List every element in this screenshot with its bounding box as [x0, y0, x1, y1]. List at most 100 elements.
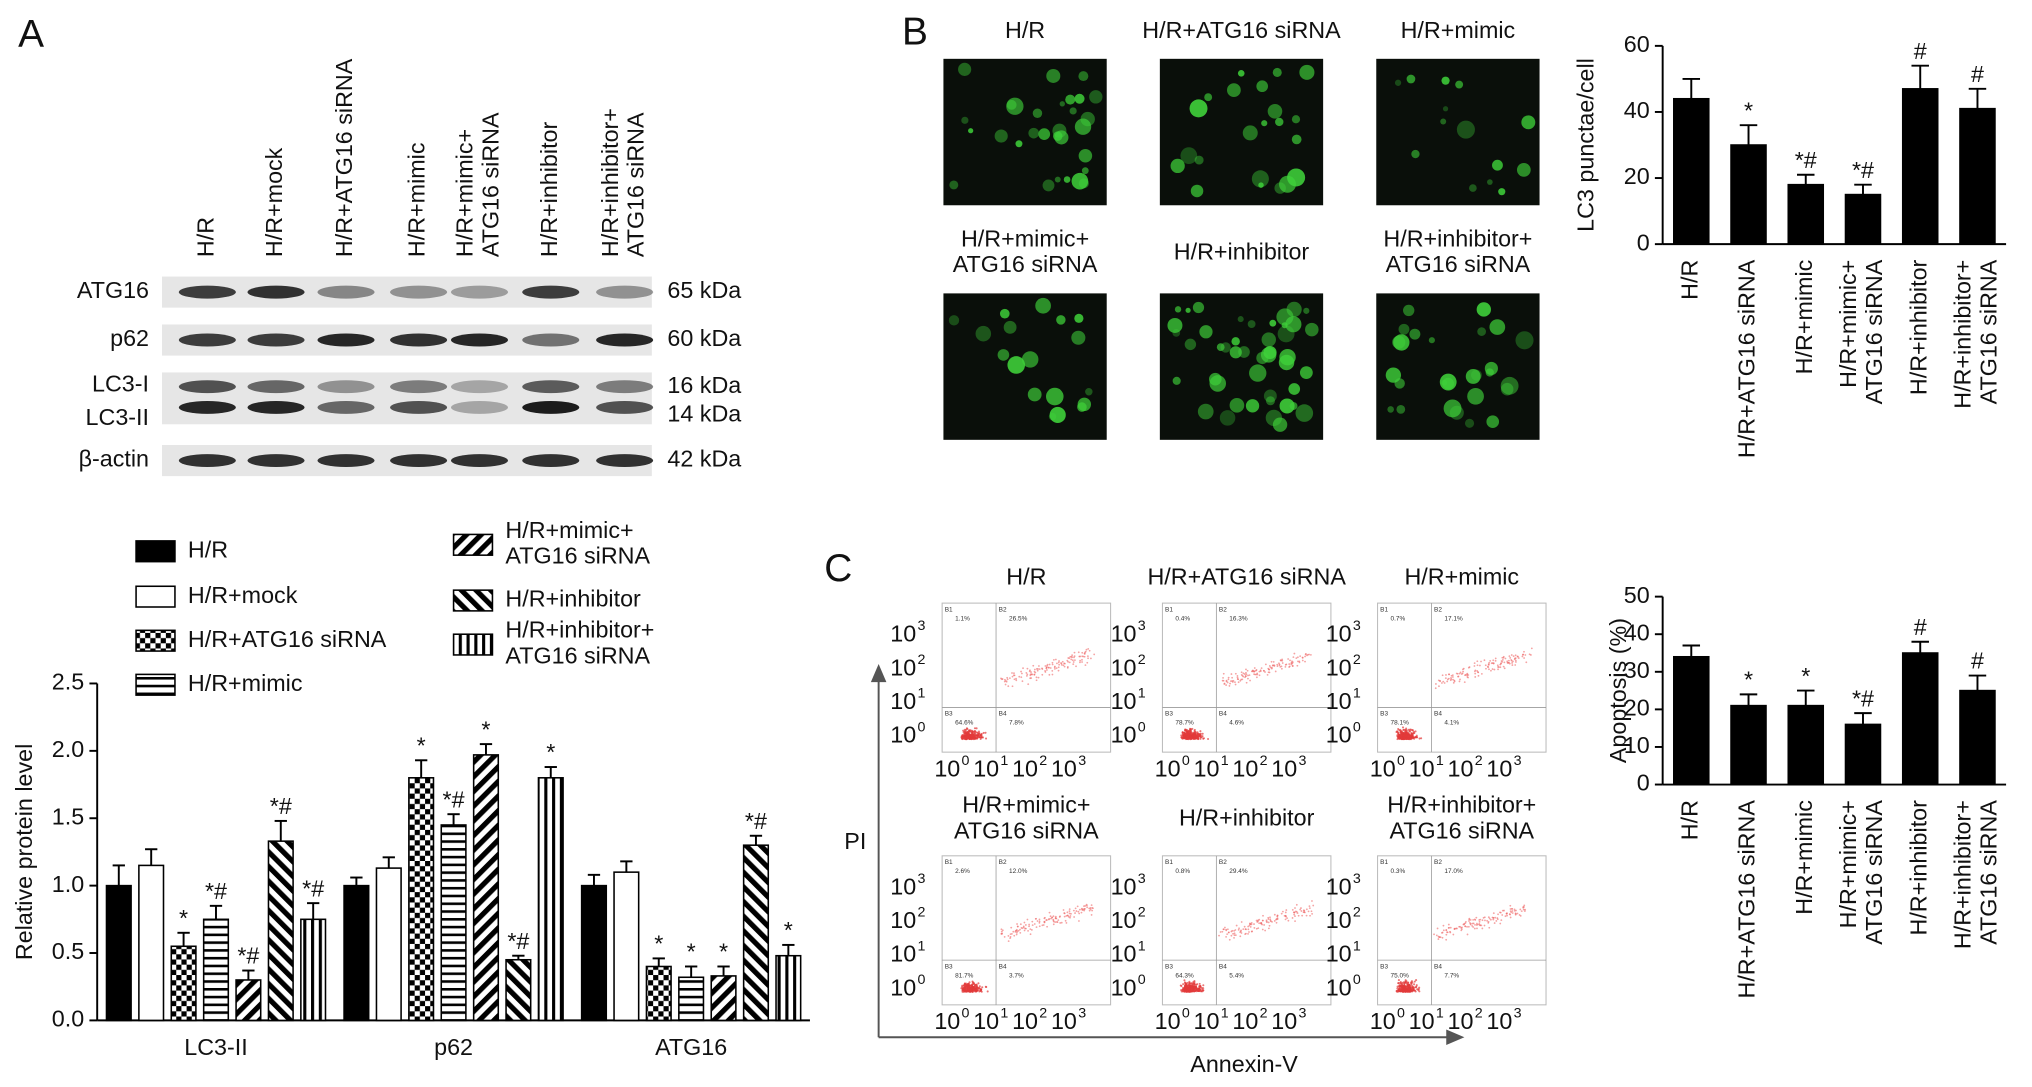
quadrant-name: B4 — [1434, 963, 1442, 970]
green-spot — [1305, 322, 1319, 337]
y-tick-label: 40 — [1624, 97, 1650, 123]
flow-event — [1441, 931, 1443, 934]
green-spot — [1275, 117, 1284, 127]
green-spot — [1184, 338, 1197, 351]
flow-event — [1230, 673, 1233, 675]
green-spot — [1428, 337, 1435, 344]
flow-event — [1511, 910, 1514, 912]
flow-event — [1180, 985, 1183, 988]
blot-band — [596, 400, 654, 414]
blot-strip — [161, 372, 652, 425]
flow-event — [1069, 655, 1072, 658]
flow-event — [1078, 655, 1081, 658]
significance: *# — [745, 808, 767, 834]
flow-event — [1046, 919, 1048, 921]
flow-event — [1051, 673, 1054, 676]
flow-event — [1488, 668, 1490, 671]
flow-event — [1041, 668, 1044, 670]
flow-event — [1413, 980, 1416, 983]
flow-event — [975, 983, 978, 986]
flow-event — [1409, 736, 1412, 739]
band-name: β-actin — [79, 446, 149, 472]
flow-event — [1309, 653, 1312, 656]
flow-event — [1243, 673, 1246, 675]
flow-event — [1183, 734, 1186, 737]
x-tick-base: 10 — [1271, 755, 1297, 781]
x-tick-base: 10 — [1409, 755, 1435, 781]
flow-event — [1038, 668, 1041, 671]
flow-event — [1435, 683, 1437, 685]
flow-event — [1058, 660, 1060, 662]
quadrant-name: B4 — [1219, 711, 1227, 718]
flow-event — [1189, 736, 1192, 739]
flow-event — [1268, 924, 1271, 927]
flow-event — [961, 734, 964, 737]
green-spot — [1247, 320, 1256, 328]
flow-event — [1234, 934, 1237, 937]
micrograph-title: H/R — [1005, 17, 1045, 43]
y-tick-base: 10 — [1111, 941, 1137, 967]
flow-event — [970, 987, 973, 990]
flow-event — [1299, 655, 1302, 658]
flow-event — [1044, 916, 1046, 919]
flow-event — [1291, 665, 1294, 667]
flow-event — [1047, 918, 1050, 921]
x-tick-base: 10 — [1012, 1008, 1038, 1034]
quadrant-value: 12.0% — [1009, 868, 1028, 875]
flow-event — [1404, 981, 1407, 984]
bar — [645, 965, 672, 1022]
flow-event — [1021, 672, 1023, 675]
flow-event — [1079, 659, 1082, 662]
flow-event — [1294, 920, 1296, 923]
flow-event — [1267, 921, 1270, 924]
x-tick-base: 10 — [1486, 1008, 1512, 1034]
flow-event — [1020, 676, 1023, 679]
flow-event — [1438, 685, 1440, 688]
quadrant-name: B3 — [945, 963, 953, 970]
flow-event — [1262, 914, 1264, 917]
green-spot — [1071, 172, 1089, 190]
green-spot — [1385, 367, 1402, 383]
flow-event — [1269, 666, 1272, 669]
flow-event — [970, 984, 973, 987]
flow-event — [1488, 917, 1491, 920]
flow-event — [1071, 659, 1074, 662]
flow-event — [1418, 986, 1421, 989]
y-axis-label: Apoptosis (%) — [1605, 618, 1631, 763]
flow-event — [1073, 651, 1076, 654]
flow-event — [1308, 905, 1311, 908]
flow-event — [1240, 678, 1243, 681]
flow-event — [1512, 655, 1515, 658]
flow-event — [1409, 728, 1412, 731]
flow-event — [1237, 681, 1240, 684]
flow-event — [1185, 730, 1188, 733]
flow-event — [1197, 990, 1200, 993]
green-spot — [1396, 405, 1406, 414]
bar — [537, 777, 564, 1022]
flow-event — [1514, 664, 1517, 666]
flow-event — [1240, 921, 1243, 923]
flow-event — [1485, 667, 1487, 670]
green-spot — [1464, 418, 1475, 428]
flow-plot-frame — [1161, 855, 1332, 1006]
y-tick-base: 10 — [890, 621, 916, 647]
green-spot — [968, 128, 974, 134]
flow-event — [1258, 674, 1261, 677]
green-spot — [1278, 354, 1295, 371]
flow-event — [1401, 726, 1405, 729]
flow-event — [1087, 648, 1090, 650]
flow-event — [1484, 919, 1486, 922]
flow-event — [1273, 913, 1276, 916]
blot-band — [450, 454, 508, 468]
green-spot — [975, 325, 992, 342]
arrow-head — [870, 664, 887, 683]
quadrant-value: 17.0% — [1444, 868, 1463, 875]
flow-event — [1184, 986, 1187, 989]
flow-event — [1492, 659, 1495, 662]
bar — [408, 777, 435, 1022]
flow-event — [1056, 662, 1058, 665]
flow-event — [1091, 909, 1094, 912]
flow-event — [1038, 918, 1041, 921]
flow-event — [1301, 656, 1304, 659]
flow-event — [1202, 989, 1205, 992]
